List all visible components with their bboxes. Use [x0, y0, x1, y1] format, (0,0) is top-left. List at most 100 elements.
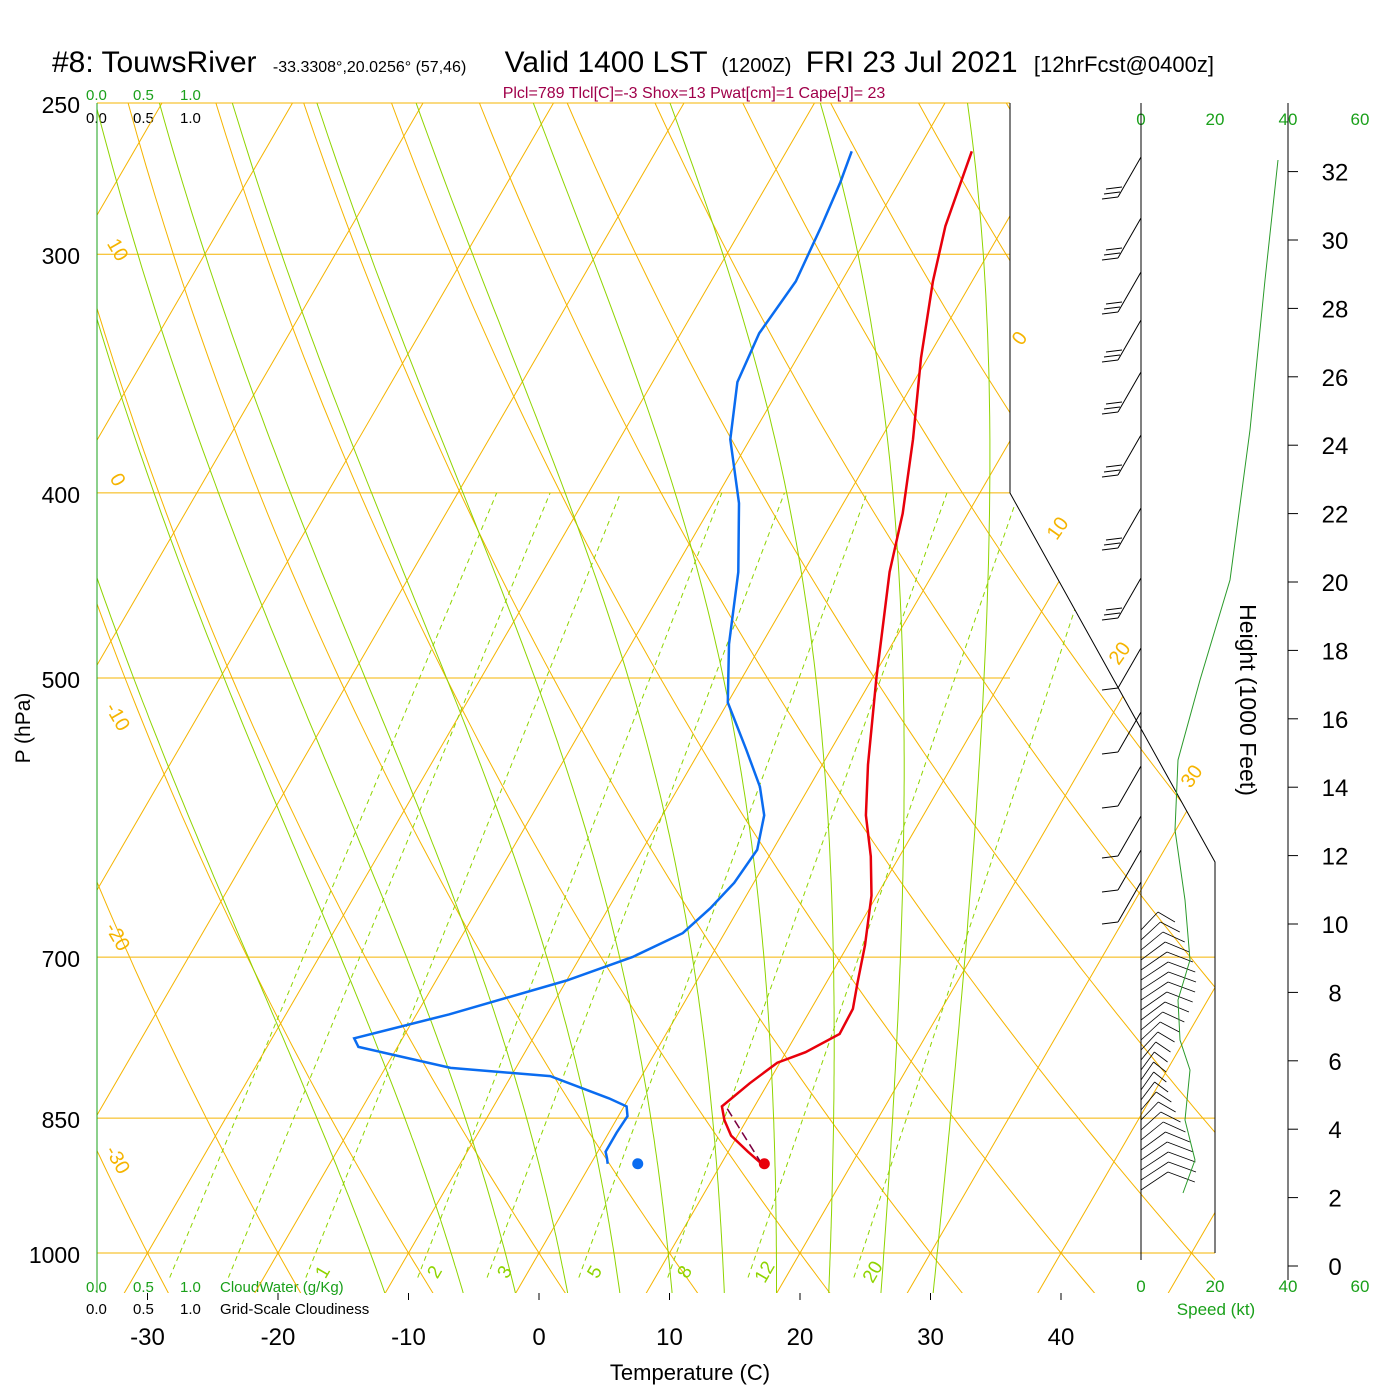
dry-adiabat-line	[465, 103, 1215, 1293]
wind-barb-staff	[1117, 156, 1142, 198]
isotherm-line	[645, 103, 1215, 1293]
moist-adiabat-line	[520, 103, 777, 1293]
mixing-ratio-line	[853, 492, 1114, 1278]
surface-temperature-point	[758, 1158, 770, 1170]
wind-barb-flag	[1167, 1171, 1195, 1183]
pressure-tick-label: 250	[42, 92, 80, 118]
height-tick-label: 16	[1322, 707, 1349, 734]
height-tick-label: 22	[1322, 502, 1349, 529]
wind-barb-staff	[1140, 981, 1169, 1001]
wind-barb-staff	[1140, 1001, 1166, 1021]
wind-barb-staff	[1117, 217, 1142, 259]
wind-barb-flag	[1101, 687, 1119, 691]
cloud-scale-top-black-2: 1.0	[180, 110, 201, 127]
moist-adiabat-lines	[97, 103, 991, 1293]
mixing-ratio-line	[486, 492, 785, 1278]
x-tick-label: -20	[261, 1324, 296, 1351]
isotherm-label: 10	[102, 235, 132, 265]
wind-barb-flag	[1155, 1041, 1171, 1053]
wind-barb-flag	[1166, 991, 1193, 1003]
wind-barb-staff	[1117, 711, 1142, 753]
mixing-ratio-label: 12	[751, 1258, 780, 1287]
surface-dewpoint-point	[632, 1158, 644, 1170]
dry-adiabat-line	[97, 103, 170, 1293]
isotherm-lines	[97, 103, 1215, 1293]
wind-barb-flag	[1168, 971, 1197, 983]
wind-barb-flag	[1157, 911, 1176, 923]
wind-barb-staff	[1140, 971, 1169, 991]
wind-barb-flag	[1153, 1071, 1167, 1083]
right-border-line	[1009, 103, 1216, 1253]
wind-barb-flag	[1168, 1161, 1197, 1173]
speed-axis-label: Speed (kt)	[1177, 1300, 1255, 1319]
wind-barb-staff	[1140, 1101, 1159, 1121]
wind-barb-flag	[1162, 1011, 1185, 1023]
isotherm-line	[97, 103, 705, 1293]
cloud-scale-top-black-0: 0.0	[86, 110, 107, 127]
isotherm-label: 0	[105, 470, 130, 491]
wind-barb-flag	[1103, 306, 1121, 310]
speed-tick-bottom-20: 20	[1206, 1277, 1225, 1296]
station-title: #8: TouwsRiver	[52, 46, 257, 79]
wind-barb-flag	[1101, 889, 1119, 893]
wind-barb-flag	[1103, 612, 1121, 616]
wind-barb-flag	[1158, 1101, 1176, 1113]
wind-barbs	[1101, 156, 1197, 1191]
mixing-ratio-line	[578, 492, 868, 1278]
cloud-scale-top-black-1: 0.5	[133, 110, 154, 127]
wind-barb-flag	[1105, 607, 1123, 611]
wind-barb-staff	[1140, 1031, 1159, 1051]
dry-adiabat-line	[726, 103, 1215, 1293]
isotherm-line	[1037, 103, 1215, 1293]
moist-adiabat-line	[97, 103, 386, 1293]
wind-barb-staff	[1140, 1171, 1169, 1191]
height-tick-label: 0	[1328, 1254, 1341, 1281]
wind-barb-staff	[1140, 1011, 1163, 1031]
height-tick-label: 2	[1328, 1186, 1341, 1213]
height-tick-label: 4	[1328, 1117, 1341, 1144]
wind-barb-staff	[1140, 961, 1169, 981]
dry-adiabat-line	[812, 103, 1215, 1293]
wind-barb-staff	[1117, 371, 1142, 413]
mixing-ratio-label: 8	[673, 1262, 696, 1282]
wind-barb-flag	[1101, 617, 1119, 621]
pressure-tick-label: 1000	[29, 1242, 80, 1268]
wind-barb-flag	[1101, 257, 1119, 261]
cloud-scale-bottom-black-0: 0.0	[86, 1301, 107, 1318]
wind-barb-flag	[1154, 1081, 1169, 1093]
cloud-scale-bottom-green-0: 0.0	[86, 1279, 107, 1296]
mixing-ratio-line	[747, 492, 1020, 1278]
wind-barb-flag	[1162, 931, 1185, 943]
isotherm-label: 0	[1008, 328, 1032, 350]
wind-barb-flag	[1164, 1001, 1190, 1013]
pressure-tick-label: 500	[42, 667, 80, 693]
wind-barb-flag	[1101, 921, 1119, 925]
wind-barb-flag	[1101, 311, 1119, 315]
height-tick-label: 14	[1322, 775, 1349, 802]
x-axis-title: Temperature (C)	[610, 1360, 770, 1385]
wind-barb-flag	[1101, 751, 1119, 755]
wind-barb-flag	[1103, 406, 1121, 410]
mixing-ratio-line	[227, 492, 551, 1278]
wind-barb-flag	[1101, 805, 1119, 809]
moist-adiabat-line	[809, 103, 905, 1293]
wind-barb-flag	[1167, 1141, 1194, 1153]
x-tick-label: 40	[1048, 1324, 1075, 1351]
height-tick-label: 26	[1322, 365, 1349, 392]
dry-adiabat-line	[639, 103, 1215, 1293]
pressure-tick-label: 300	[42, 243, 80, 269]
isotherm-line	[97, 103, 574, 1293]
wind-barb-staff	[1140, 1041, 1157, 1061]
wind-barb-flag	[1101, 411, 1119, 415]
y-axis-title: P (hPa)	[12, 693, 35, 764]
parcel-line	[725, 1106, 763, 1165]
wind-barb-staff	[1140, 911, 1159, 931]
dry-adiabat-line	[97, 103, 434, 1293]
wind-barb-staff	[1117, 577, 1142, 619]
mixing-ratio-label: 5	[583, 1262, 606, 1282]
moist-adiabat-line	[149, 103, 569, 1293]
chart-frame	[96, 103, 1289, 1293]
height-axis-title: Height (1000 Feet)	[1235, 604, 1261, 796]
isotherm-line	[254, 103, 966, 1293]
